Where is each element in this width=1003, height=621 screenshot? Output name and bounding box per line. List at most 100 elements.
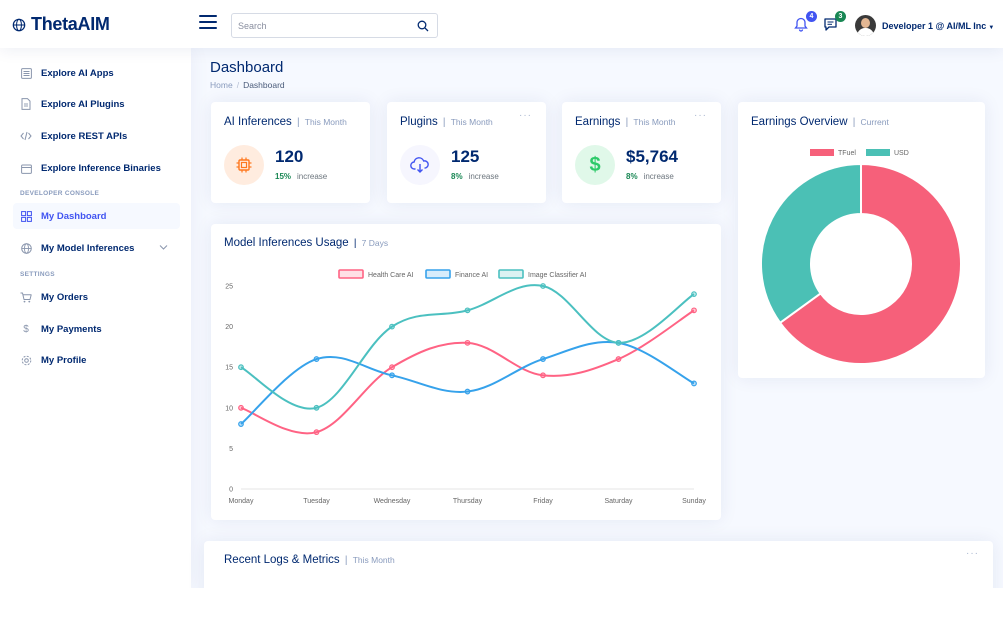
breadcrumb-current: Dashboard <box>243 80 285 90</box>
legend-swatch[interactable] <box>810 149 834 156</box>
card-menu-icon[interactable]: ··· <box>694 110 707 121</box>
card-title: Earnings Overview | Current <box>751 116 889 128</box>
menu-toggle-icon[interactable] <box>199 15 217 31</box>
dashboard-icon <box>20 210 32 222</box>
box-icon <box>20 162 32 174</box>
dollar-icon: $ <box>575 145 615 185</box>
card-plugins: Plugins | This Month ··· 125 8% increase <box>387 102 546 203</box>
sidebar-item-label: My Profile <box>41 354 87 366</box>
data-point[interactable] <box>540 356 546 362</box>
x-tick-label: Saturday <box>604 498 633 505</box>
code-icon <box>20 130 32 142</box>
cpu-icon <box>224 145 264 185</box>
x-tick-label: Thursday <box>453 498 483 505</box>
data-point[interactable] <box>691 307 697 314</box>
data-point[interactable] <box>691 380 697 387</box>
data-point[interactable] <box>238 421 244 427</box>
legend-label[interactable]: TFuel <box>838 150 856 157</box>
data-point[interactable] <box>464 388 471 395</box>
card-earnings: Earnings | This Month ··· $ $5,764 8% inc… <box>562 102 721 203</box>
sidebar-item-my-profile[interactable]: My Profile <box>13 347 180 373</box>
card-ai-inferences: AI Inferences | This Month 120 15% increa… <box>211 102 370 203</box>
legend-swatch[interactable] <box>866 149 890 156</box>
x-tick-label: Monday <box>229 498 254 505</box>
data-point[interactable] <box>389 364 395 371</box>
search-icon[interactable] <box>417 20 429 32</box>
legend-label[interactable]: USD <box>894 150 909 157</box>
x-tick-label: Tuesday <box>303 498 330 505</box>
card-menu-icon[interactable]: ··· <box>519 110 532 121</box>
sidebar-item-explore-ai-apps[interactable]: Explore AI Apps <box>13 60 180 86</box>
user-name: Developer 1 @ AI/ML Inc <box>882 21 987 31</box>
card-title: Plugins | This Month <box>400 116 493 128</box>
legend-label[interactable]: Health Care AI <box>368 272 414 279</box>
data-point[interactable] <box>615 356 622 362</box>
stat-change: 8% increase <box>626 172 674 181</box>
legend-swatch[interactable] <box>498 269 524 279</box>
file-icon <box>20 98 32 110</box>
notifications-badge: 4 <box>806 11 817 22</box>
legend-swatch[interactable] <box>338 269 364 279</box>
card-menu-icon[interactable]: ··· <box>966 548 979 559</box>
data-point[interactable] <box>313 404 320 411</box>
x-tick-label: Wednesday <box>374 498 411 505</box>
data-point[interactable] <box>540 372 546 379</box>
y-tick-label: 10 <box>225 405 233 412</box>
sidebar-item-label: My Orders <box>41 291 88 303</box>
stat-change: 15% increase <box>275 172 328 181</box>
user-menu[interactable]: Developer 1 @ AI/ML Inc ▼ <box>882 21 994 31</box>
breadcrumb-home[interactable]: Home <box>210 80 233 90</box>
legend-label[interactable]: Image Classifier AI <box>528 272 586 279</box>
doughnut-slice[interactable] <box>760 162 862 325</box>
data-point[interactable] <box>464 339 471 346</box>
sidebar-item-explore-inference-binaries[interactable]: Explore Inference Binaries <box>13 155 180 181</box>
card-recent-logs: Recent Logs & Metrics | This Month ··· <box>204 541 993 588</box>
sidebar-item-label: Explore Inference Binaries <box>41 162 161 174</box>
data-point[interactable] <box>389 372 395 379</box>
sidebar-item-my-payments[interactable]: $ My Payments <box>13 316 180 342</box>
stat-value: 120 <box>275 147 304 166</box>
data-point[interactable] <box>464 307 471 314</box>
chevron-down-icon <box>159 245 168 250</box>
search-input[interactable] <box>232 14 407 37</box>
stat-value: $5,764 <box>626 147 678 166</box>
search-box <box>231 13 438 38</box>
sidebar-item-my-orders[interactable]: My Orders <box>13 284 180 310</box>
legend-swatch[interactable] <box>425 269 451 279</box>
x-tick-label: Friday <box>533 498 553 505</box>
logo[interactable]: ThetaAIM <box>12 14 110 35</box>
data-point[interactable] <box>238 404 244 411</box>
logo-text: ThetaAIM <box>31 14 110 34</box>
data-point[interactable] <box>238 364 244 371</box>
legend-label[interactable]: Finance AI <box>455 272 488 279</box>
sidebar-item-explore-rest-apis[interactable]: Explore REST APIs <box>13 123 180 149</box>
series-line <box>240 309 695 435</box>
sidebar-item-label: Explore REST APIs <box>41 130 128 142</box>
earnings-doughnut-chart: TFuel USD <box>760 149 962 365</box>
inferences-line-chart: 0 5 10 15 20 25 Monday Tuesday Wednesday Thursday… <box>225 269 706 505</box>
notifications-button[interactable]: 4 <box>794 11 817 33</box>
card-title: Model Inferences Usage | 7 Days <box>224 237 389 249</box>
data-point[interactable] <box>313 356 320 362</box>
breadcrumb-separator: / <box>236 80 240 90</box>
data-point[interactable] <box>615 339 622 346</box>
sidebar-item-label: My Dashboard <box>41 210 107 222</box>
doughnut-slice[interactable] <box>778 162 962 365</box>
dollar-icon: $ <box>23 323 29 335</box>
sidebar-item-my-model-inferences[interactable]: My Model Inferences <box>13 235 180 261</box>
sidebar-item-explore-ai-plugins[interactable]: Explore AI Plugins <box>13 91 180 117</box>
cart-icon <box>20 291 32 303</box>
data-point[interactable] <box>540 283 546 289</box>
gear-icon <box>20 354 32 366</box>
messages-button[interactable]: 3 <box>823 11 846 33</box>
data-point[interactable] <box>313 429 320 436</box>
series-line <box>240 340 695 425</box>
avatar[interactable] <box>855 15 876 36</box>
top-header: ThetaAIM 4 3 <box>0 0 1003 48</box>
caret-down-icon: ▼ <box>988 25 995 31</box>
sidebar-item-label: My Model Inferences <box>41 242 135 254</box>
sidebar-item-my-dashboard[interactable]: My Dashboard <box>13 203 180 229</box>
data-point[interactable] <box>389 323 395 330</box>
data-point[interactable] <box>691 291 697 298</box>
sidebar-item-label: Explore AI Apps <box>41 67 114 79</box>
